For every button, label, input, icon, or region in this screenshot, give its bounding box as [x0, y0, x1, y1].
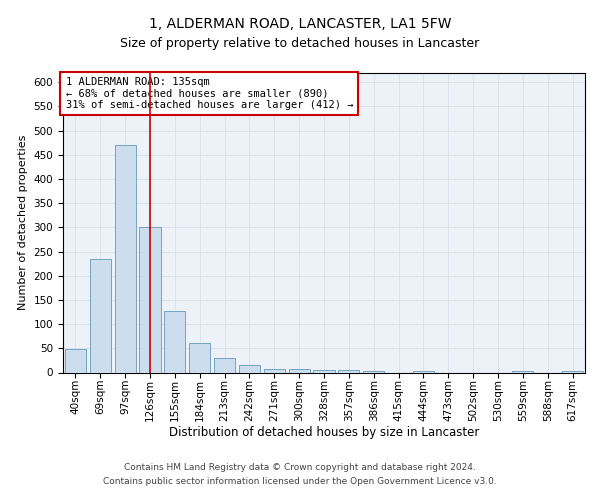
- Bar: [189, 342, 210, 372]
- Y-axis label: Number of detached properties: Number of detached properties: [18, 135, 28, 310]
- Bar: [562, 371, 583, 372]
- Bar: [115, 145, 136, 372]
- Bar: [214, 358, 235, 372]
- Bar: [139, 228, 161, 372]
- Bar: [239, 365, 260, 372]
- Bar: [413, 370, 434, 372]
- Bar: [512, 370, 533, 372]
- Bar: [264, 368, 285, 372]
- Bar: [90, 259, 111, 372]
- Text: 1 ALDERMAN ROAD: 135sqm
← 68% of detached houses are smaller (890)
31% of semi-d: 1 ALDERMAN ROAD: 135sqm ← 68% of detache…: [65, 77, 353, 110]
- Text: Contains HM Land Registry data © Crown copyright and database right 2024.: Contains HM Land Registry data © Crown c…: [124, 464, 476, 472]
- Text: Size of property relative to detached houses in Lancaster: Size of property relative to detached ho…: [121, 38, 479, 51]
- Bar: [313, 370, 335, 372]
- Bar: [164, 311, 185, 372]
- Bar: [363, 371, 384, 372]
- Bar: [289, 368, 310, 372]
- Text: Contains public sector information licensed under the Open Government Licence v3: Contains public sector information licen…: [103, 477, 497, 486]
- Text: 1, ALDERMAN ROAD, LANCASTER, LA1 5FW: 1, ALDERMAN ROAD, LANCASTER, LA1 5FW: [149, 18, 451, 32]
- X-axis label: Distribution of detached houses by size in Lancaster: Distribution of detached houses by size …: [169, 426, 479, 440]
- Bar: [338, 370, 359, 372]
- Bar: [65, 350, 86, 372]
